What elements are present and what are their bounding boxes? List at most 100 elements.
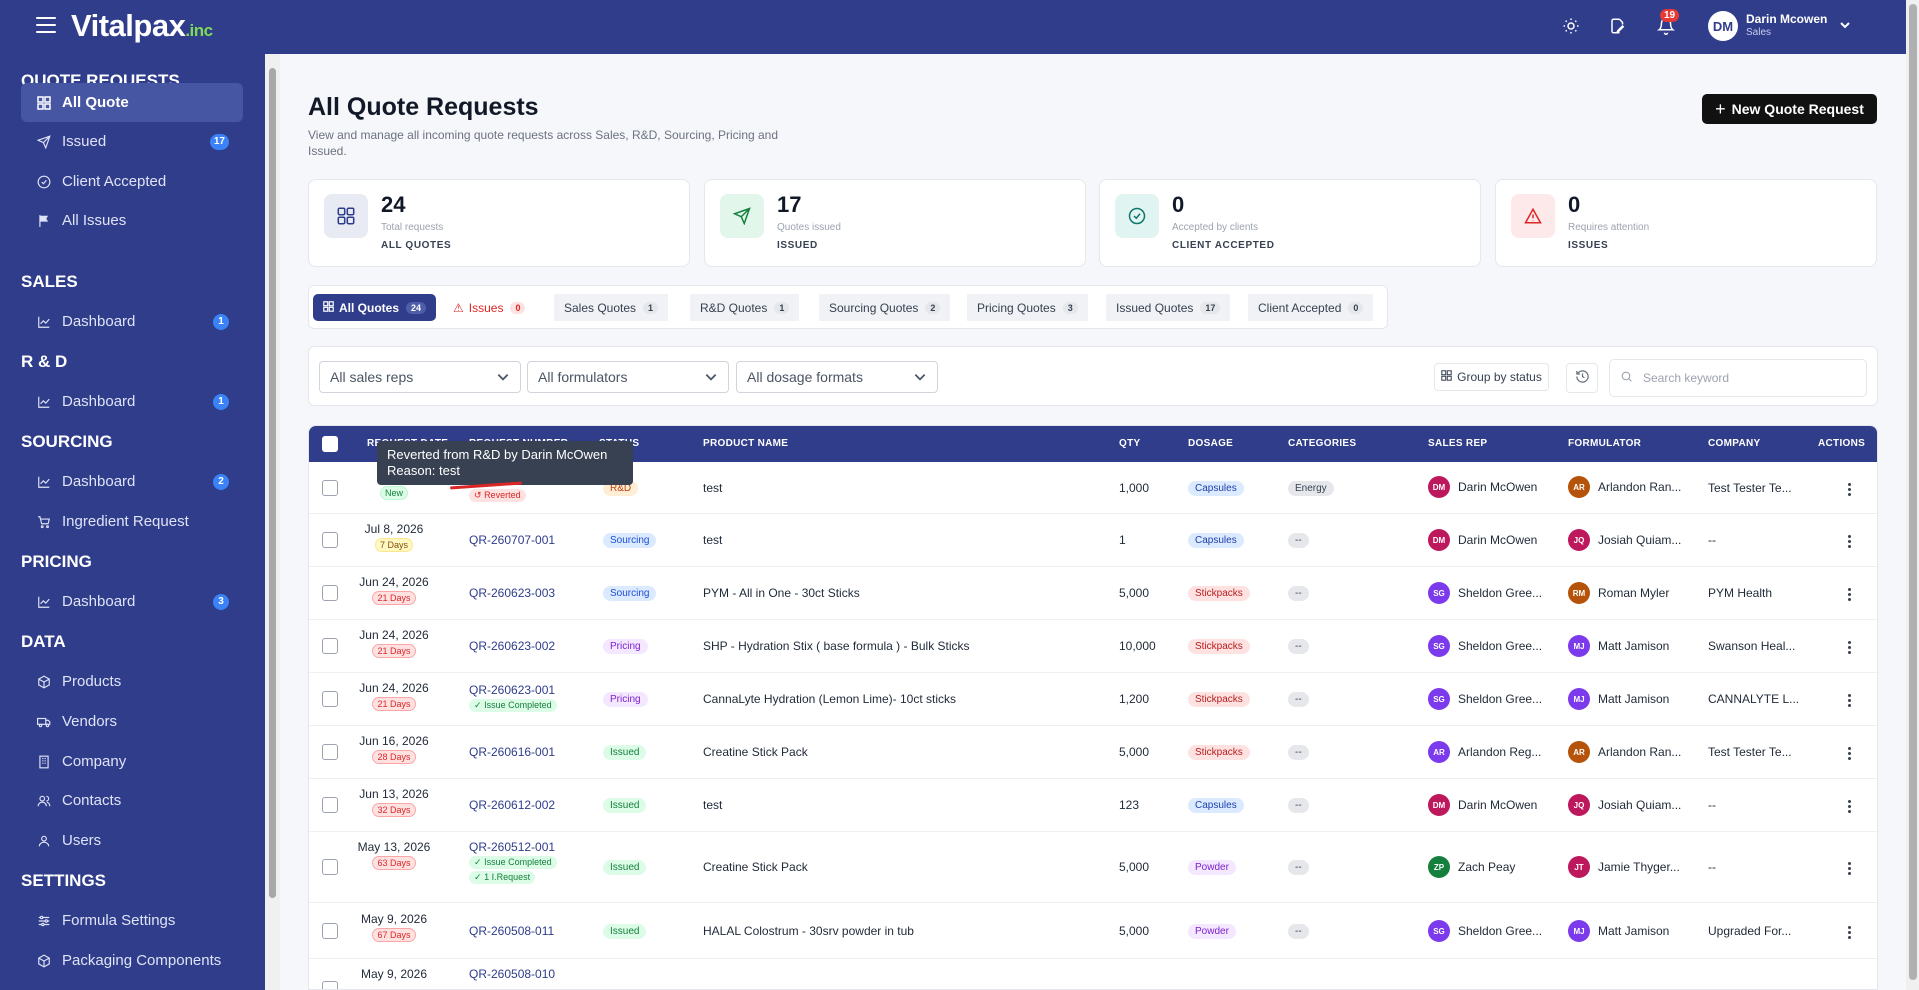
edit-document-icon[interactable]: [1607, 15, 1629, 37]
more-actions-icon[interactable]: [1847, 861, 1851, 876]
stat-card-issues[interactable]: 0 Requires attention ISSUES: [1495, 179, 1877, 267]
page-scrollbar[interactable]: [1906, 0, 1919, 990]
sales-rep-select[interactable]: All sales reps: [319, 361, 521, 393]
age-badge: 32 Days: [372, 803, 416, 817]
stat-caption: ALL QUOTES: [381, 240, 452, 251]
header-company[interactable]: COMPANY: [1708, 438, 1761, 449]
check-circle-icon: ✓: [474, 857, 482, 867]
tab-rd-quotes[interactable]: R&D Quotes 1: [690, 294, 800, 321]
user-role: Sales: [1746, 27, 1772, 38]
row-checkbox[interactable]: [322, 923, 338, 939]
box-icon: [36, 674, 52, 690]
tab-sourcing-quotes[interactable]: Sourcing Quotes 2: [819, 294, 951, 321]
header-formulator[interactable]: FORMULATOR: [1568, 438, 1642, 449]
box-icon: [36, 953, 52, 969]
table-row[interactable]: Jun 13, 2026 32 Days QR-260612-002 Issued…: [309, 779, 1877, 832]
sidebar-item-all-issues[interactable]: All Issues: [21, 201, 243, 240]
sidebar-item-issued[interactable]: Issued 17: [21, 122, 243, 161]
stat-card-all-quotes[interactable]: 24 Total requests ALL QUOTES: [308, 179, 690, 267]
row-checkbox[interactable]: [322, 797, 338, 813]
sidebar-item-vendors[interactable]: Vendors: [21, 702, 243, 741]
sidebar-item-sales-dashboard[interactable]: Dashboard 1: [21, 302, 243, 341]
group-by-status-button[interactable]: Group by status: [1434, 363, 1549, 391]
table-row[interactable]: May 13, 2026 63 Days QR-260512-001 ✓ Issue…: [309, 832, 1877, 903]
menu-icon[interactable]: [36, 17, 56, 33]
row-checkbox[interactable]: [322, 744, 338, 760]
new-quote-request-button[interactable]: + New Quote Request: [1702, 94, 1877, 124]
table-row[interactable]: Jul 8, 2026 7 Days QR-260707-001 Sourcing…: [309, 514, 1877, 567]
theme-toggle-icon[interactable]: [1560, 15, 1582, 37]
row-checkbox[interactable]: [322, 691, 338, 707]
header-product-name[interactable]: PRODUCT NAME: [703, 438, 789, 449]
tab-client-accepted[interactable]: Client Accepted 0: [1248, 294, 1374, 321]
sidebar-item-products[interactable]: Products: [21, 662, 243, 701]
sidebar-item-rd-dashboard[interactable]: Dashboard 1: [21, 382, 243, 421]
more-actions-icon[interactable]: [1847, 482, 1851, 497]
sidebar-item-pricing-dashboard[interactable]: Dashboard 3: [21, 582, 243, 621]
avatar: JT: [1568, 856, 1590, 878]
dosage-format-select[interactable]: All dosage formats: [736, 361, 938, 393]
more-actions-icon[interactable]: [1847, 925, 1851, 940]
table-row[interactable]: Jun 24, 2026 21 Days QR-260623-002 Pricin…: [309, 620, 1877, 673]
more-actions-icon[interactable]: [1847, 534, 1851, 549]
user-icon: [36, 833, 52, 849]
sidebar-item-ingredient-request[interactable]: Ingredient Request: [21, 502, 243, 541]
sidebar-item-contacts[interactable]: Contacts: [21, 781, 243, 820]
table-row[interactable]: Jun 16, 2026 28 Days QR-260616-001 Issued…: [309, 726, 1877, 779]
table-row[interactable]: Jun 24, 2026 21 Days QR-260623-001 ✓ Issue…: [309, 673, 1877, 726]
formulator-select[interactable]: All formulators: [527, 361, 729, 393]
sidebar-item-users[interactable]: Users: [21, 821, 243, 860]
tab-issued-quotes[interactable]: Issued Quotes 17: [1106, 294, 1231, 321]
request-number-link[interactable]: QR-260623-003: [469, 586, 556, 600]
tab-sales-quotes[interactable]: Sales Quotes 1: [554, 294, 669, 321]
select-all-checkbox[interactable]: [322, 436, 338, 452]
row-checkbox[interactable]: [322, 859, 338, 875]
header-categories[interactable]: CATEGORIES: [1288, 438, 1357, 449]
header-dosage[interactable]: DOSAGE: [1188, 438, 1234, 449]
product-name: PYM - All in One - 30ct Sticks: [703, 586, 860, 600]
request-number-link[interactable]: QR-260623-001: [469, 683, 556, 697]
history-button[interactable]: [1566, 363, 1598, 393]
header-qty[interactable]: QTY: [1119, 438, 1141, 449]
more-actions-icon[interactable]: [1847, 640, 1851, 655]
user-menu[interactable]: DM Darin Mcowen Sales: [1708, 11, 1851, 41]
row-checkbox[interactable]: [322, 981, 338, 989]
brand-logo[interactable]: Vitalpax.inc: [71, 8, 213, 43]
table-row[interactable]: Jun 24, 2026 21 Days QR-260623-003 Sourci…: [309, 567, 1877, 620]
row-checkbox[interactable]: [322, 585, 338, 601]
row-checkbox[interactable]: [322, 532, 338, 548]
sidebar-item-sourcing-dashboard[interactable]: Dashboard 2: [21, 462, 243, 501]
request-number-link[interactable]: QR-260623-002: [469, 639, 556, 653]
avatar: DM: [1428, 794, 1450, 816]
table-row[interactable]: May 9, 2026 67 Days QR-260508-011 Issued …: [309, 903, 1877, 959]
more-actions-icon[interactable]: [1847, 746, 1851, 761]
table-row[interactable]: May 9, 2026 QR-260508-010: [309, 959, 1877, 989]
scrollbar-thumb[interactable]: [1909, 4, 1917, 980]
tab-pricing-quotes[interactable]: Pricing Quotes 3: [967, 294, 1088, 321]
request-number-link[interactable]: QR-260612-002: [469, 798, 556, 812]
tab-all-quotes[interactable]: All Quotes 24: [313, 294, 437, 321]
scrollbar-thumb[interactable]: [269, 68, 276, 898]
header-sales-rep[interactable]: SALES REP: [1428, 438, 1488, 449]
request-number-link[interactable]: QR-260508-010: [469, 967, 556, 981]
chevron-down-icon[interactable]: [1839, 19, 1851, 34]
stat-card-issued[interactable]: 17 Quotes issued ISSUED: [704, 179, 1086, 267]
sidebar-item-all-quote[interactable]: All Quote: [21, 83, 243, 122]
stat-card-client-accepted[interactable]: 0 Accepted by clients CLIENT ACCEPTED: [1099, 179, 1481, 267]
more-actions-icon[interactable]: [1847, 693, 1851, 708]
search-input[interactable]: Search keyword: [1609, 359, 1867, 397]
sidebar-item-client-accepted[interactable]: Client Accepted: [21, 162, 243, 201]
sidebar-item-company[interactable]: Company: [21, 742, 243, 781]
row-checkbox[interactable]: [322, 638, 338, 654]
sidebar-scrollbar[interactable]: [265, 54, 280, 990]
request-number-link[interactable]: QR-260616-001: [469, 745, 556, 759]
sidebar-item-packaging-components[interactable]: Packaging Components: [21, 941, 243, 980]
more-actions-icon[interactable]: [1847, 587, 1851, 602]
request-number-link[interactable]: QR-260508-011: [469, 924, 555, 938]
tab-issues[interactable]: ⚠ Issues 0: [443, 294, 536, 321]
request-number-link[interactable]: QR-260707-001: [469, 533, 556, 547]
row-checkbox[interactable]: [322, 480, 338, 496]
request-number-link[interactable]: QR-260512-001: [469, 840, 556, 854]
more-actions-icon[interactable]: [1847, 799, 1851, 814]
sidebar-item-formula-settings[interactable]: Formula Settings: [21, 901, 243, 940]
